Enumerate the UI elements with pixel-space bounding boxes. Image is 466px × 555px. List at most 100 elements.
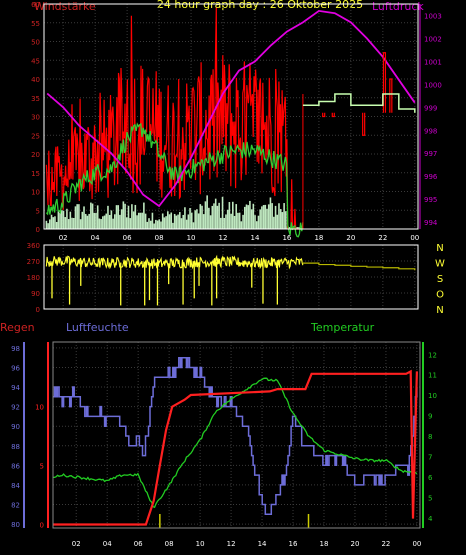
compass-label: S <box>437 274 443 285</box>
temperature-tick-label: 10 <box>428 392 437 400</box>
temperature-legend: Temperatur <box>310 321 375 334</box>
humidity-line <box>53 356 418 516</box>
direction-tick-label: 180 <box>27 274 40 282</box>
humidity-tick-label: 86 <box>11 462 20 470</box>
wind-average-series <box>45 122 304 238</box>
wind-x-axis: 02 04 06 08 10 12 14 16 18 20 22 00 <box>59 234 420 242</box>
pressure-tick-label: 996 <box>424 173 438 181</box>
pressure-tick-label: 998 <box>424 127 437 135</box>
wind-title: Windstärke <box>34 0 96 13</box>
wind-series <box>45 7 303 230</box>
x-tick-label: 16 <box>282 234 291 242</box>
direction-forecast-line <box>302 262 416 271</box>
x-tick-label: 00 <box>412 540 421 548</box>
temperature-tick-label: 4 <box>428 515 433 523</box>
pressure-tick-label: 1000 <box>424 81 442 89</box>
gust-spike <box>331 112 335 118</box>
pressure-tick-label: 997 <box>424 150 437 158</box>
x-tick-label: 10 <box>187 234 196 242</box>
pressure-title: Luftdruck <box>372 0 424 13</box>
pressure-tick-label: 1003 <box>424 12 442 20</box>
direction-tick-label: 360 <box>27 242 40 250</box>
compass-label: W <box>435 259 445 270</box>
wind-average-line <box>45 122 304 238</box>
humidity-tick-label: 98 <box>11 345 20 353</box>
humidity-tick-label: 96 <box>11 364 20 372</box>
rain-x-axis: 02 04 06 08 10 12 14 16 18 20 22 00 <box>72 540 422 548</box>
temperature-tick-label: 9 <box>428 413 432 421</box>
humidity-legend: Luftfeuchte <box>66 321 129 334</box>
compass-label: O <box>436 290 444 301</box>
wind-tick-label: 60 <box>31 1 40 9</box>
humidity-tick-label: 84 <box>11 482 20 490</box>
gust-spike <box>322 112 326 118</box>
x-tick-label: 18 <box>320 540 329 548</box>
compass-label: N <box>436 305 443 316</box>
temperature-tick-label: 8 <box>428 433 432 441</box>
gust-series <box>45 195 303 229</box>
rain-humidity-temperature-panel: Regen Luftfeuchte Temperatur 80828486889… <box>0 321 437 529</box>
date-title: 24 hour graph day : 26 Oktober 2025 <box>157 0 363 11</box>
direction-tick-label: 90 <box>31 290 40 298</box>
temperature-tick-label: 7 <box>428 453 432 461</box>
x-tick-label: 20 <box>346 234 355 242</box>
wind-pressure-panel: Windstärke 24 hour graph day : 26 Oktobe… <box>31 0 442 238</box>
x-tick-label: 22 <box>381 540 390 548</box>
x-tick-label: 06 <box>134 540 143 548</box>
pressure-tick-label: 995 <box>424 196 437 204</box>
temperature-line <box>53 377 418 509</box>
rain-tick-label: 5 <box>40 463 44 471</box>
wind-tick-label: 35 <box>31 95 40 103</box>
wind-axis: 0 5 10 15 20 25 30 35 40 45 50 55 60 <box>31 1 40 234</box>
wind-tick-label: 50 <box>31 39 40 47</box>
pressure-tick-label: 994 <box>424 219 438 227</box>
gust-spike <box>362 112 366 136</box>
humidity-tick-label: 80 <box>11 521 20 529</box>
wind-speed-line <box>45 7 303 230</box>
gust-spikes <box>302 52 393 229</box>
direction-plot-frame <box>43 244 419 310</box>
x-tick-label: 18 <box>314 234 323 242</box>
wind-tick-label: 15 <box>31 170 40 178</box>
wind-tick-label: 25 <box>31 132 40 140</box>
temperature-tick-label: 6 <box>428 474 433 482</box>
x-tick-label: 08 <box>155 234 164 242</box>
rain-plot-frame <box>52 341 421 529</box>
rain-legend: Regen <box>0 321 35 334</box>
wind-plot-frame <box>43 3 419 230</box>
direction-line <box>45 254 304 270</box>
x-tick-label: 16 <box>289 540 298 548</box>
pressure-tick-label: 999 <box>424 104 437 112</box>
x-tick-label: 06 <box>123 234 132 242</box>
humidity-tick-label: 82 <box>11 502 20 510</box>
rain-series-group <box>53 356 418 528</box>
temperature-tick-label: 12 <box>428 351 437 359</box>
x-tick-label: 22 <box>378 234 387 242</box>
wind-tick-label: 55 <box>31 20 40 28</box>
wind-tick-label: 20 <box>31 151 40 159</box>
wind-tick-label: 45 <box>31 57 40 65</box>
x-tick-label: 14 <box>251 234 260 242</box>
rain-tick-label: 10 <box>35 404 44 412</box>
future-wind-line <box>302 93 416 113</box>
wind-tick-label: 10 <box>31 189 40 197</box>
temperature-tick-label: 11 <box>428 372 437 380</box>
direction-axis: 0 90 180 270 360 <box>27 242 40 314</box>
x-tick-label: 04 <box>103 540 112 548</box>
humidity-tick-label: 92 <box>11 404 20 412</box>
x-tick-label: 12 <box>227 540 236 548</box>
humidity-tick-label: 94 <box>11 384 20 392</box>
gust-spike <box>382 52 387 113</box>
x-tick-label: 14 <box>258 540 267 548</box>
x-tick-label: 00 <box>410 234 419 242</box>
x-tick-label: 12 <box>219 234 228 242</box>
wind-tick-label: 0 <box>36 226 40 234</box>
pressure-axis: 994 995 996 997 998 999 1000 1001 1002 1003 <box>419 4 442 229</box>
temperature-tick-label: 5 <box>428 494 432 502</box>
direction-tick-label: 0 <box>36 306 40 314</box>
x-tick-label: 10 <box>196 540 205 548</box>
direction-series <box>45 254 416 306</box>
